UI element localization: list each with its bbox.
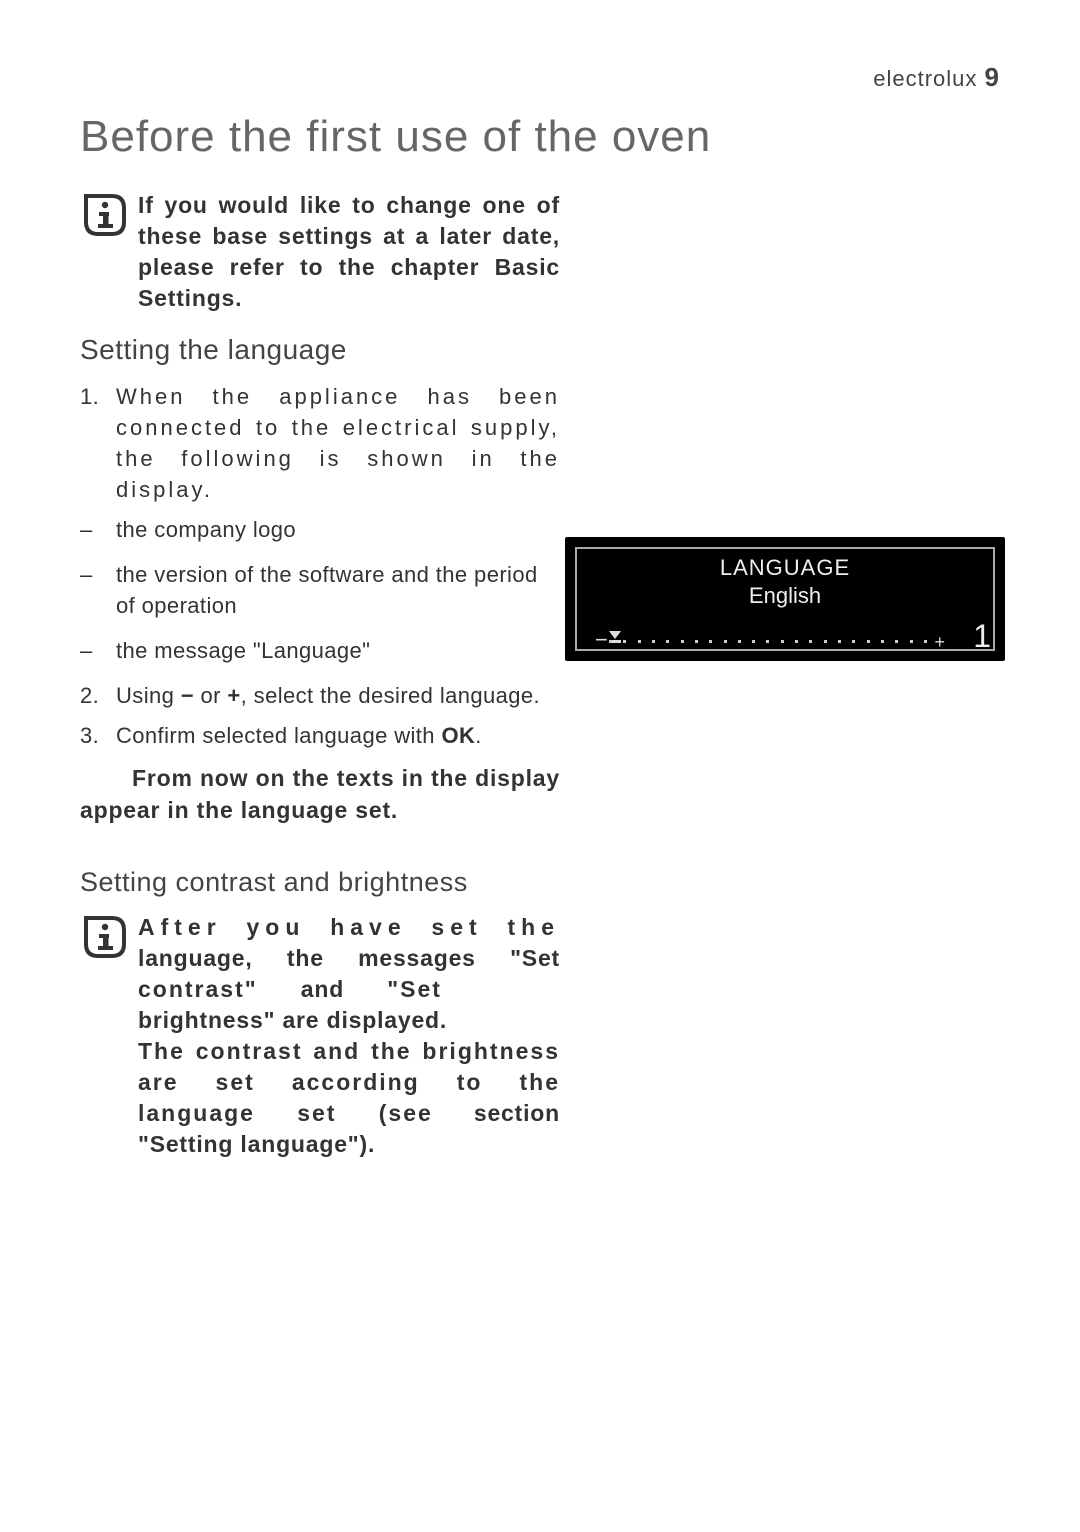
list-item: – the company logo — [80, 515, 560, 546]
info-icon — [80, 912, 130, 962]
plus-symbol: + — [227, 683, 240, 708]
page-number: 9 — [985, 62, 1000, 92]
info-note-2: After you have set the language, the mes… — [80, 912, 560, 1160]
section1-heading: Setting the language — [80, 334, 560, 366]
display-value: English — [749, 583, 821, 609]
step-list-2: 2. Using − or +, select the desired lang… — [80, 681, 560, 753]
page-header: electrolux 9 — [873, 62, 1000, 93]
minus-icon: − — [595, 627, 608, 653]
step2-pre: Using — [116, 683, 181, 708]
list-marker: 1. — [80, 382, 116, 505]
info2-line4: brightness" are displayed. — [138, 1007, 447, 1033]
dash-list: – the company logo – the version of the … — [80, 515, 560, 666]
info2-line3: contrast" and "Set — [138, 974, 560, 1005]
info2-line1: After you have set the — [138, 914, 560, 940]
info-icon — [80, 190, 130, 240]
step2-mid: or — [194, 683, 227, 708]
dash3-text: the message "Language" — [116, 636, 560, 667]
info-note-1: If you would like to change one of these… — [80, 190, 560, 314]
step3-post: . — [475, 723, 482, 748]
brand-label: electrolux — [873, 66, 977, 91]
oven-display: LANGUAGE English − + 1 — [565, 537, 1005, 661]
info-text-2: After you have set the language, the mes… — [138, 912, 560, 1160]
section2-heading: Setting contrast and brightness — [80, 867, 560, 898]
dash2-text: the version of the software and the peri… — [116, 560, 560, 622]
list-marker: – — [80, 515, 116, 546]
list-marker: 2. — [80, 681, 116, 712]
step3-pre: Confirm selected language with — [116, 723, 441, 748]
step1-text: When the appliance has been connected to… — [116, 382, 560, 505]
list-item: 2. Using − or +, select the desired lang… — [80, 681, 560, 712]
info2-line2: language, the messages "Set — [138, 945, 560, 971]
page-title: Before the first use of the oven — [80, 112, 1000, 162]
list-marker: – — [80, 560, 116, 622]
minus-symbol: − — [181, 683, 194, 708]
tick-row — [609, 635, 927, 643]
display-inner: LANGUAGE English − + — [575, 547, 995, 651]
list-item: 1. When the appliance has been connected… — [80, 382, 560, 505]
step-list: 1. When the appliance has been connected… — [80, 382, 560, 505]
result-text: From now on the texts in the display app… — [80, 762, 560, 826]
info-text-1: If you would like to change one of these… — [138, 190, 560, 314]
display-label: LANGUAGE — [720, 555, 850, 581]
display-selected-number: 1 — [973, 618, 991, 655]
step2-post: , select the desired language. — [241, 683, 540, 708]
plus-icon: + — [934, 632, 945, 653]
step2-text: Using − or +, select the desired languag… — [116, 681, 560, 712]
list-item: 3. Confirm selected language with OK. — [80, 721, 560, 752]
dash1-text: the company logo — [116, 515, 560, 546]
list-marker: – — [80, 636, 116, 667]
list-item: – the version of the software and the pe… — [80, 560, 560, 622]
left-column: If you would like to change one of these… — [80, 190, 560, 1160]
ok-symbol: OK — [441, 723, 475, 748]
display-scale: − + — [595, 625, 931, 645]
list-marker: 3. — [80, 721, 116, 752]
step3-text: Confirm selected language with OK. — [116, 721, 560, 752]
list-item: – the message "Language" — [80, 636, 560, 667]
